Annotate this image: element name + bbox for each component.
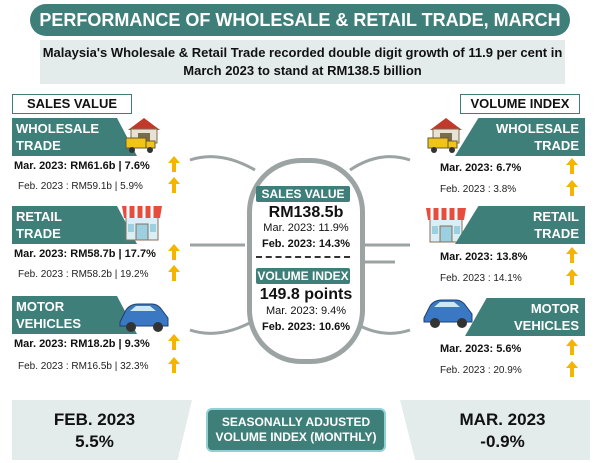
- center-volume-mar: Mar. 2023: 9.4%: [265, 305, 347, 317]
- center-sales-mar: Mar. 2023: 11.9%: [263, 222, 349, 234]
- left-wholesale-label-2: TRADE: [16, 138, 61, 153]
- mar-sa-box: [400, 400, 590, 460]
- headline-line-2: March 2023 to stand at RM138.5 billion: [183, 63, 422, 78]
- up-arrow-icon: [168, 156, 180, 172]
- center-sales-feb: Feb. 2023: 14.3%: [261, 238, 351, 250]
- left-wholesale-label-1: WHOLESALE: [16, 121, 100, 136]
- up-arrow-icon: [168, 244, 180, 260]
- right-motor-mar: Mar. 2023: 5.6%: [440, 343, 522, 355]
- up-arrow-icon: [168, 334, 180, 350]
- right-retail-label-2: TRADE: [534, 226, 579, 241]
- left-retail-feb: Feb. 2023 : RM58.2b | 19.2%: [18, 269, 149, 280]
- car-icon: [116, 296, 172, 334]
- right-motor-label-2: VEHICLES: [513, 318, 579, 333]
- right-motor-feb: Feb. 2023 : 20.9%: [440, 365, 522, 376]
- car-icon: [420, 292, 476, 330]
- left-retail-label: RETAIL TRADE: [12, 206, 137, 244]
- up-arrow-icon: [168, 357, 180, 373]
- feb-sa-value: 5.5%: [75, 432, 114, 451]
- headline-line-1: Malaysia's Wholesale & Retail Trade reco…: [42, 45, 563, 60]
- center-divider: [256, 256, 350, 258]
- left-motor-label-1: MOTOR: [16, 299, 65, 314]
- right-wholesale-mar: Mar. 2023: 6.7%: [440, 162, 522, 174]
- left-retail-label-2: TRADE: [16, 226, 61, 241]
- right-motor-label: MOTOR VEHICLES: [465, 298, 585, 336]
- left-wholesale-label: WHOLESALE TRADE: [12, 118, 137, 156]
- warehouse-truck-icon: [426, 114, 466, 153]
- up-arrow-icon: [566, 269, 578, 285]
- up-arrow-icon: [566, 247, 578, 263]
- right-wholesale-feb: Feb. 2023 : 3.8%: [440, 184, 517, 195]
- left-retail-label-1: RETAIL: [16, 209, 62, 224]
- feb-sa-box: [12, 400, 192, 460]
- up-arrow-icon: [566, 180, 578, 196]
- feb-sa-label: FEB. 2023: [53, 410, 136, 429]
- right-motor-label-1: MOTOR: [530, 301, 579, 316]
- mar-sa-value: -0.9%: [480, 432, 525, 451]
- center-volume-label: VOLUME INDEX: [256, 268, 350, 284]
- mar-sa-label: MAR. 2023: [459, 410, 546, 429]
- center-sales-label: SALES VALUE: [256, 186, 350, 202]
- up-arrow-icon: [168, 177, 180, 193]
- right-retail-label: RETAIL TRADE: [455, 206, 585, 244]
- seasonally-adjusted-line-2: VOLUME INDEX (MONTHLY): [215, 430, 377, 444]
- headline-banner: Malaysia's Wholesale & Retail Trade reco…: [40, 40, 565, 84]
- volume-index-header: VOLUME INDEX: [460, 94, 580, 114]
- sales-value-header: SALES VALUE: [12, 94, 132, 114]
- right-wholesale-label: WHOLESALE TRADE: [455, 118, 585, 156]
- left-wholesale-mar: Mar. 2023: RM61.6b | 7.6%: [14, 160, 150, 172]
- right-retail-feb: Feb. 2023 : 14.1%: [440, 273, 522, 284]
- seasonally-adjusted-line-1: SEASONALLY ADJUSTED: [221, 415, 371, 429]
- center-volume-value: 149.8 points: [259, 286, 353, 303]
- storefront-icon: [120, 202, 162, 241]
- storefront-icon: [424, 204, 468, 243]
- left-motor-mar: Mar. 2023: RM18.2b | 9.3%: [14, 338, 150, 350]
- up-arrow-icon: [566, 361, 578, 377]
- right-retail-mar: Mar. 2023: 13.8%: [440, 251, 528, 263]
- left-motor-label: MOTOR VEHICLES: [12, 296, 137, 334]
- right-retail-label-1: RETAIL: [533, 209, 579, 224]
- center-sales-value: RM138.5b: [268, 204, 344, 221]
- up-arrow-icon: [566, 339, 578, 355]
- up-arrow-icon: [168, 265, 180, 281]
- center-volume-feb: Feb. 2023: 10.6%: [261, 321, 351, 333]
- left-wholesale-feb: Feb. 2023 : RM59.1b | 5.9%: [18, 181, 143, 192]
- left-motor-feb: Feb. 2023 : RM16.5b | 32.3%: [18, 361, 149, 372]
- right-wholesale-label-1: WHOLESALE: [495, 121, 579, 136]
- warehouse-truck-icon: [124, 114, 164, 153]
- left-retail-mar: Mar. 2023: RM58.7b | 17.7%: [14, 248, 156, 260]
- seasonally-adjusted-label: SEASONALLY ADJUSTED VOLUME INDEX (MONTHL…: [206, 408, 386, 452]
- up-arrow-icon: [566, 158, 578, 174]
- right-wholesale-label-2: TRADE: [534, 138, 579, 153]
- left-motor-label-2: VEHICLES: [16, 316, 82, 331]
